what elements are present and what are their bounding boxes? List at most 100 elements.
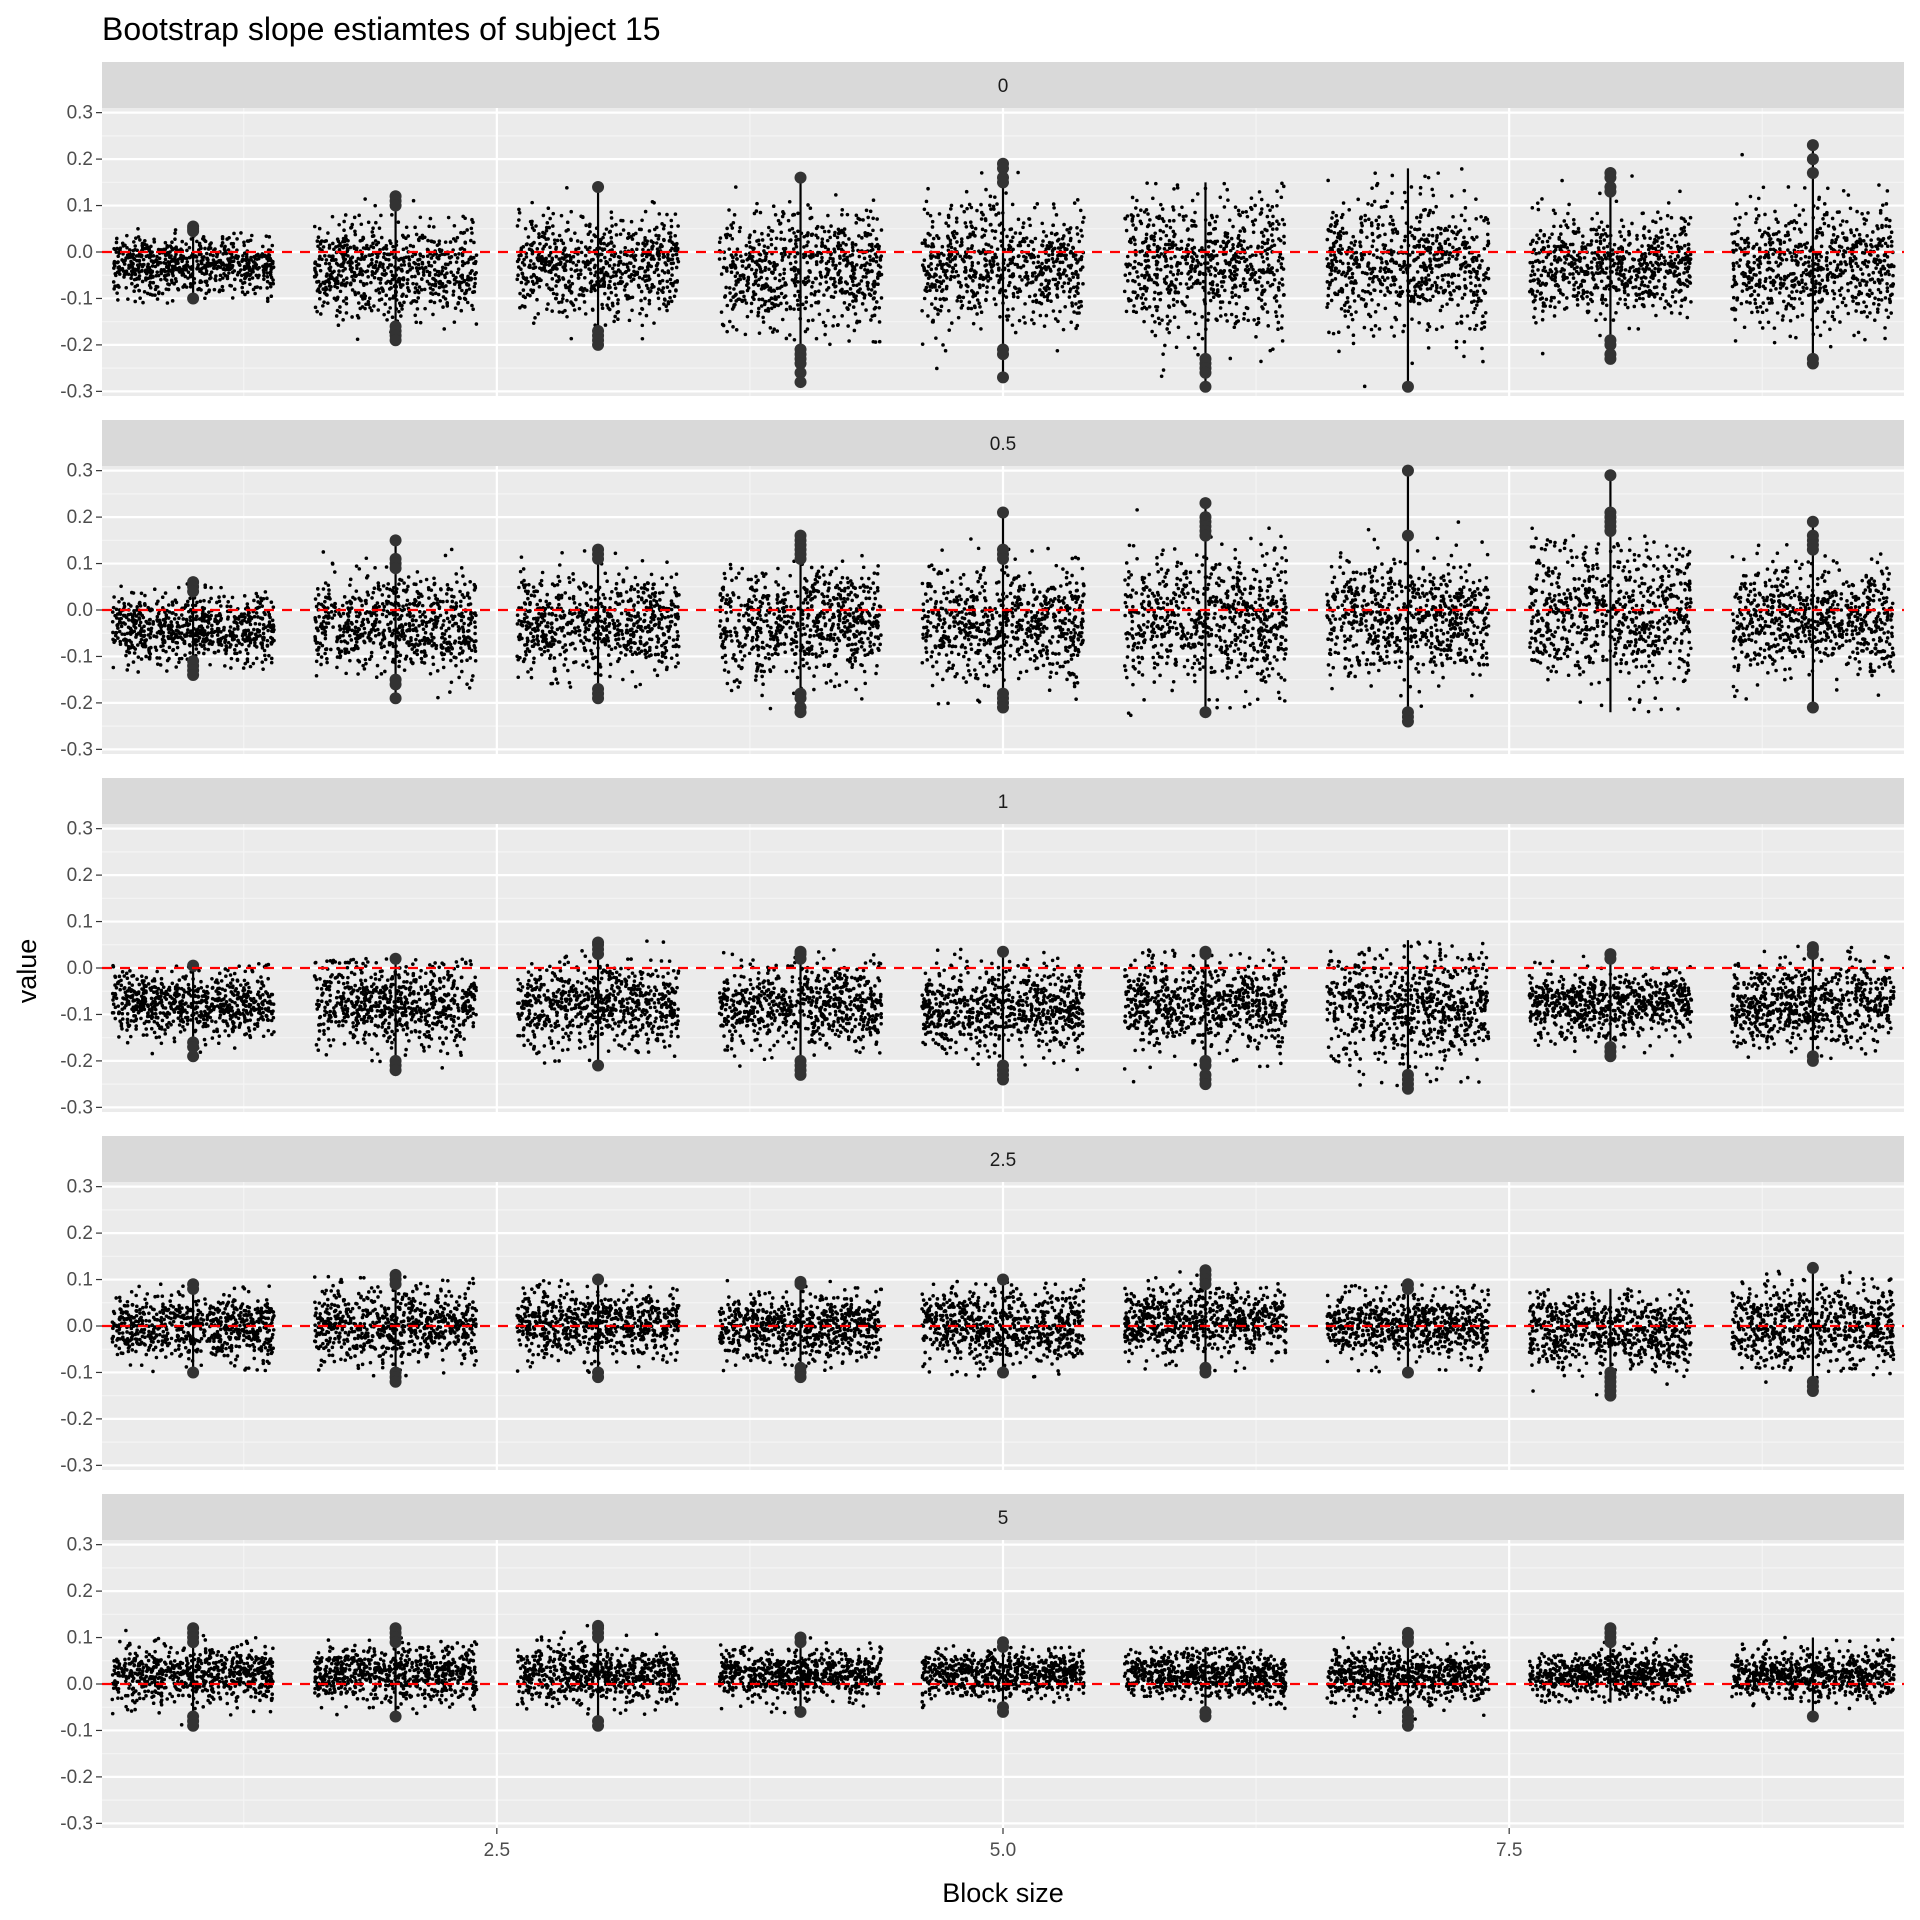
- data-point: [766, 308, 770, 313]
- data-point: [792, 281, 797, 285]
- data-point: [569, 336, 574, 341]
- data-point: [1473, 327, 1477, 332]
- data-point: [662, 254, 667, 259]
- data-point: [735, 257, 739, 261]
- data-point: [835, 235, 840, 240]
- data-point: [1238, 238, 1243, 243]
- data-point: [988, 194, 993, 199]
- data-point: [632, 269, 636, 274]
- data-point: [725, 226, 729, 231]
- data-point: [140, 279, 145, 284]
- data-point: [441, 295, 446, 299]
- data-point: [1450, 281, 1455, 285]
- data-point: [729, 223, 733, 227]
- data-point: [1460, 262, 1465, 267]
- data-point: [863, 263, 867, 268]
- data-point: [334, 314, 339, 318]
- data-point: [181, 285, 185, 289]
- data-point: [1016, 170, 1020, 175]
- data-point: [341, 261, 346, 265]
- data-point: [757, 265, 762, 269]
- outlier-point: [592, 338, 605, 351]
- data-point: [864, 208, 869, 213]
- data-point: [608, 279, 612, 284]
- data-point: [760, 238, 765, 242]
- outlier-point: [1199, 366, 1212, 379]
- data-point: [1440, 325, 1444, 329]
- data-point: [135, 258, 139, 263]
- data-point: [352, 215, 357, 220]
- data-point: [313, 305, 318, 310]
- data-point: [855, 320, 859, 325]
- data-point: [465, 228, 469, 232]
- data-point: [1369, 223, 1374, 228]
- data-point: [968, 234, 972, 239]
- data-point: [165, 245, 170, 249]
- data-point: [1196, 332, 1201, 337]
- data-point: [1222, 181, 1227, 186]
- data-point: [184, 285, 189, 289]
- data-point: [590, 307, 595, 312]
- data-point: [1024, 236, 1029, 240]
- data-point: [459, 230, 463, 235]
- data-point: [553, 273, 558, 277]
- data-point: [129, 276, 133, 281]
- data-point: [1455, 321, 1459, 326]
- data-point: [343, 283, 348, 288]
- data-point: [1178, 281, 1183, 286]
- data-point: [671, 242, 676, 247]
- data-point: [393, 265, 397, 269]
- data-point: [1142, 284, 1147, 289]
- data-point: [160, 291, 165, 296]
- data-point: [578, 268, 583, 273]
- data-point: [349, 225, 354, 230]
- data-point: [1200, 254, 1205, 259]
- data-point: [145, 268, 149, 272]
- data-point: [825, 288, 829, 292]
- data-point: [831, 257, 835, 261]
- data-point: [782, 271, 786, 276]
- data-point: [387, 297, 392, 301]
- data-point: [375, 269, 379, 273]
- data-point: [794, 234, 798, 239]
- data-point: [416, 296, 421, 300]
- data-point: [247, 268, 252, 273]
- data-point: [1282, 222, 1287, 227]
- data-point: [1280, 217, 1285, 222]
- data-point: [1351, 286, 1356, 291]
- data-point: [362, 257, 366, 261]
- data-point: [1169, 256, 1173, 261]
- outlier-point: [794, 171, 807, 184]
- data-point: [239, 231, 243, 235]
- data-point: [1058, 276, 1062, 280]
- data-point: [998, 289, 1002, 293]
- data-point: [1177, 247, 1182, 252]
- data-point: [382, 268, 387, 273]
- data-point: [607, 264, 612, 268]
- data-point: [1471, 293, 1476, 297]
- data-point: [1140, 273, 1144, 278]
- data-point: [1183, 257, 1188, 262]
- data-point: [978, 305, 982, 309]
- data-point: [1195, 192, 1200, 196]
- data-point: [740, 259, 744, 263]
- data-point: [240, 285, 245, 290]
- data-point: [1070, 301, 1074, 305]
- data-point: [553, 241, 557, 246]
- data-point: [828, 235, 832, 240]
- data-point: [517, 218, 521, 222]
- data-point: [1242, 311, 1247, 316]
- data-point: [1208, 298, 1213, 303]
- data-point: [977, 301, 981, 306]
- data-point: [871, 282, 875, 287]
- data-point: [568, 285, 572, 289]
- data-point: [1463, 218, 1467, 223]
- data-point: [925, 282, 930, 286]
- data-point: [1167, 246, 1172, 251]
- data-point: [379, 235, 384, 240]
- data-point: [930, 225, 935, 229]
- data-point: [377, 226, 382, 230]
- data-point: [151, 275, 155, 279]
- data-point: [527, 265, 531, 269]
- data-point: [668, 295, 672, 300]
